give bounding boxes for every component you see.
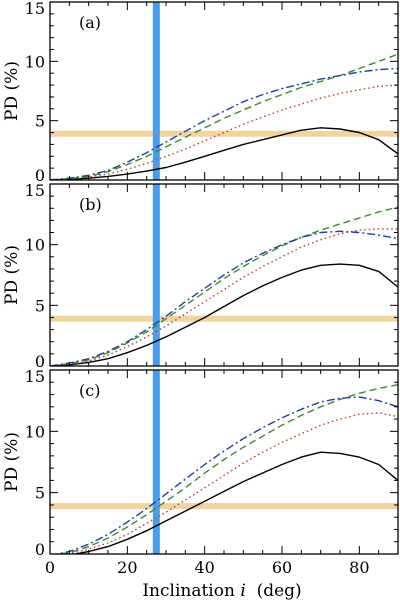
series-line-dashed: [53, 384, 398, 554]
y-tick-label: 5: [35, 112, 45, 131]
series-line-dashed: [50, 206, 398, 366]
series-line-dashdot: [50, 230, 398, 366]
y-tick-label: 0: [35, 352, 45, 371]
panel-label: (b): [79, 195, 102, 214]
series-line-solid: [50, 263, 398, 366]
y-tick-label: 10: [25, 52, 45, 71]
y-tick-label: 15: [25, 181, 45, 200]
y-tick-label: 5: [35, 296, 45, 315]
y-tick-label: 10: [25, 422, 45, 441]
plot-area: [50, 370, 398, 554]
x-axis-label-main: Inclination: [142, 581, 240, 601]
y-tick-label: 0: [35, 540, 45, 559]
series-line-dashdot: [50, 67, 398, 180]
y-axis-label: PD (%): [2, 245, 22, 305]
x-tick-label: 0: [45, 558, 55, 577]
y-tick-label: 0: [35, 166, 45, 185]
x-axis-label-var: i: [240, 581, 245, 601]
plot-area: [50, 2, 398, 180]
x-tick-label: 80: [349, 558, 369, 577]
panel-label: (a): [79, 13, 101, 32]
x-tick-label: 40: [194, 558, 214, 577]
plot-frame: [49, 1, 399, 181]
x-axis-label: Inclination i (deg): [142, 581, 301, 601]
series-line-dotted: [63, 412, 398, 554]
y-tick-label: 15: [25, 0, 45, 18]
y-tick-label: 15: [25, 367, 45, 386]
panel-3: 0 5 10 15 0 20 40 60 80 (c) PD (%): [2, 367, 399, 577]
series-line-dashdot: [52, 396, 398, 554]
series-line-solid: [71, 451, 398, 554]
x-axis-label-unit: (deg): [246, 581, 302, 601]
y-tick-label: 5: [35, 484, 45, 503]
panel-2: 0 5 10 15 (b) PD (%): [2, 181, 399, 371]
plot-area: [50, 184, 398, 366]
panel-1: 0 5 10 15 (a) PD (%): [2, 0, 399, 185]
series-line-dashed: [50, 53, 398, 180]
y-axis-label: PD (%): [2, 432, 22, 492]
series-line-dotted: [50, 228, 398, 366]
panel-label: (c): [79, 381, 100, 400]
x-tick-label: 20: [117, 558, 137, 577]
x-tick-label: 60: [272, 558, 292, 577]
y-axis-label: PD (%): [2, 61, 22, 121]
y-tick-label: 10: [25, 236, 45, 255]
